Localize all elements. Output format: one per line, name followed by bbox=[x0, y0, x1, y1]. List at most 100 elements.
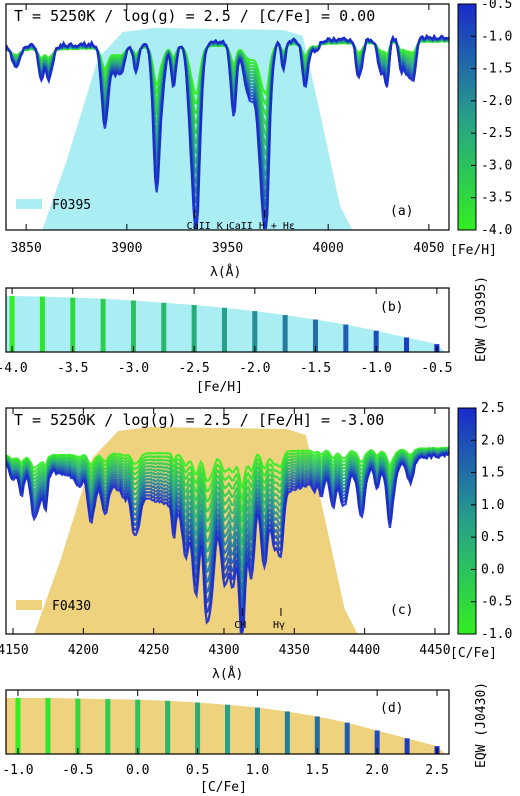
x-tick-label: 3900 bbox=[111, 241, 142, 256]
panel-d: -1.0 -0.5 0.0 0.5 1.0 1.5 2.0 2.5 (d) [C/Fe] EQ… bbox=[2, 682, 489, 795]
bar bbox=[195, 702, 201, 754]
x-tick-label: 1.0 bbox=[246, 763, 269, 778]
bar bbox=[45, 698, 51, 754]
x-tick-label: 4000 bbox=[313, 241, 344, 256]
spectra-a bbox=[6, 33, 449, 230]
x-tick-label: -3.5 bbox=[57, 361, 88, 376]
colorbar-tick-label: -1.0 bbox=[481, 627, 512, 642]
line-annotations-a: CaII K CaII H + Hε bbox=[187, 210, 295, 232]
bars-b bbox=[9, 296, 440, 352]
bar bbox=[191, 304, 197, 352]
x-tick-label: 0.0 bbox=[126, 763, 149, 778]
panel-letter-a: (a) bbox=[390, 204, 413, 219]
bar bbox=[282, 315, 288, 352]
x-axis-label-c: λ(Å) bbox=[212, 666, 243, 682]
colorbar-tick-label: -0.5 bbox=[481, 595, 512, 610]
colorbar-tick-label: -3.0 bbox=[481, 158, 512, 173]
bar bbox=[105, 699, 111, 754]
title-c: T = 5250K / log(g) = 2.5 / [Fe/H] = -3.0… bbox=[14, 411, 384, 429]
bar bbox=[221, 307, 227, 352]
x-tick-label: 2.5 bbox=[425, 763, 448, 778]
x-tick-label: -0.5 bbox=[62, 763, 93, 778]
y-axis-label-b: EQW (J0395) bbox=[474, 276, 489, 362]
plot-frame-c bbox=[5, 407, 450, 635]
spectrum-line bbox=[6, 452, 449, 634]
annotation-label: CaII H + Hε bbox=[229, 221, 295, 232]
x-tick-label: 2.0 bbox=[365, 763, 388, 778]
y-axis-label-d: EQW (J0430) bbox=[474, 682, 489, 768]
bar bbox=[344, 722, 350, 754]
legend-label-a: F0395 bbox=[52, 198, 91, 213]
panel-a: 3850 3900 3950 4000 4050 T = 5250K / log(g) … bbox=[5, 0, 512, 280]
x-tick-label: 4200 bbox=[68, 643, 99, 658]
x-tick-label: 4350 bbox=[279, 643, 310, 658]
x-axis-label-d: [C/Fe] bbox=[200, 780, 247, 795]
panel-letter-c: (c) bbox=[390, 603, 413, 618]
colorbar-tick-label: -1.0 bbox=[481, 29, 512, 44]
plot-frame-b bbox=[5, 287, 450, 353]
colorbar-tick-label: 1.0 bbox=[481, 498, 504, 513]
bar bbox=[314, 716, 320, 754]
bar bbox=[373, 330, 379, 352]
bars-d bbox=[15, 698, 440, 754]
x-tick-label: -2.5 bbox=[178, 361, 209, 376]
x-tick-label: 4400 bbox=[349, 643, 380, 658]
x-tick-label: -1.0 bbox=[2, 763, 33, 778]
colorbar-tick-label: -0.5 bbox=[481, 0, 512, 12]
bar bbox=[374, 730, 380, 754]
colorbar-tick-label: 0.5 bbox=[481, 530, 504, 545]
x-tick-label: -2.0 bbox=[239, 361, 270, 376]
annotation-label: CaII K bbox=[187, 221, 223, 232]
line-annotations-c: CH Hγ bbox=[234, 608, 285, 631]
legend-label-c: F0430 bbox=[52, 599, 91, 614]
x-tick-label: -1.0 bbox=[361, 361, 392, 376]
legend-swatch-c bbox=[16, 600, 42, 610]
bar bbox=[343, 324, 349, 352]
x-ticks-c: 4150 4200 4250 4300 4350 4400 4450 bbox=[0, 408, 451, 658]
x-tick-label: -3.0 bbox=[118, 361, 149, 376]
colorbar-tick-label: -1.5 bbox=[481, 62, 512, 77]
annotation-label: CH bbox=[234, 620, 246, 631]
colorbar-tick-label: 1.5 bbox=[481, 466, 504, 481]
bar bbox=[70, 297, 76, 352]
x-tick-label: -1.5 bbox=[300, 361, 331, 376]
colorbar-tick-label: 0.0 bbox=[481, 562, 504, 577]
panel-letter-b: (b) bbox=[380, 300, 403, 315]
bar bbox=[75, 698, 81, 754]
bar bbox=[135, 699, 141, 754]
bar bbox=[9, 296, 15, 352]
bar bbox=[39, 296, 45, 352]
x-ticks-b: -4.0 -3.5 -3.0 -2.5 -2.0 -1.5 -1.0 -0.5 bbox=[0, 288, 453, 376]
colorbar-c bbox=[457, 407, 477, 635]
spectra-c bbox=[6, 446, 449, 634]
colorbar-tick-label: -2.5 bbox=[481, 126, 512, 141]
panel-b: -4.0 -3.5 -3.0 -2.5 -2.0 -1.5 -1.0 -0.5 (b) [Fe… bbox=[0, 276, 489, 395]
x-axis-label-a: λ(Å) bbox=[210, 264, 241, 280]
bar bbox=[252, 311, 258, 352]
x-tick-label: 3850 bbox=[10, 241, 41, 256]
colorbar-tick-label: 2.0 bbox=[481, 433, 504, 448]
x-tick-label: 4050 bbox=[413, 241, 444, 256]
colorbar-ticks-a: -0.5 -1.0 -1.5 -2.0 -2.5 -3.0 -3.5 -4.0 bbox=[471, 0, 512, 238]
x-tick-label: 4300 bbox=[208, 643, 239, 658]
title-a: T = 5250K / log(g) = 2.5 / [C/Fe] = 0.00 bbox=[14, 7, 375, 25]
bar bbox=[225, 704, 230, 754]
x-tick-label: 0.5 bbox=[186, 763, 209, 778]
bar bbox=[15, 698, 21, 754]
bar bbox=[404, 738, 410, 754]
x-tick-label: 4250 bbox=[138, 643, 169, 658]
colorbar-ticks-c: 2.5 2.0 1.5 1.0 0.5 0.0 -0.5 -1.0 bbox=[471, 401, 512, 642]
panel-c: 4150 4200 4250 4300 4350 4400 4450 T = 5250K /… bbox=[0, 401, 512, 682]
bar bbox=[284, 711, 290, 754]
bar bbox=[130, 300, 136, 352]
colorbar-tick-label: -2.0 bbox=[481, 94, 512, 109]
bar bbox=[100, 298, 106, 352]
legend-swatch-a bbox=[16, 199, 42, 209]
x-tick-label: 3950 bbox=[212, 241, 243, 256]
x-axis-label-b: [Fe/H] bbox=[196, 380, 243, 395]
annotation-label: Hγ bbox=[273, 620, 285, 631]
colorbar-label-c: [C/Fe] bbox=[450, 646, 497, 661]
x-tick-label: 4150 bbox=[0, 643, 29, 658]
colorbar-a bbox=[457, 3, 477, 231]
